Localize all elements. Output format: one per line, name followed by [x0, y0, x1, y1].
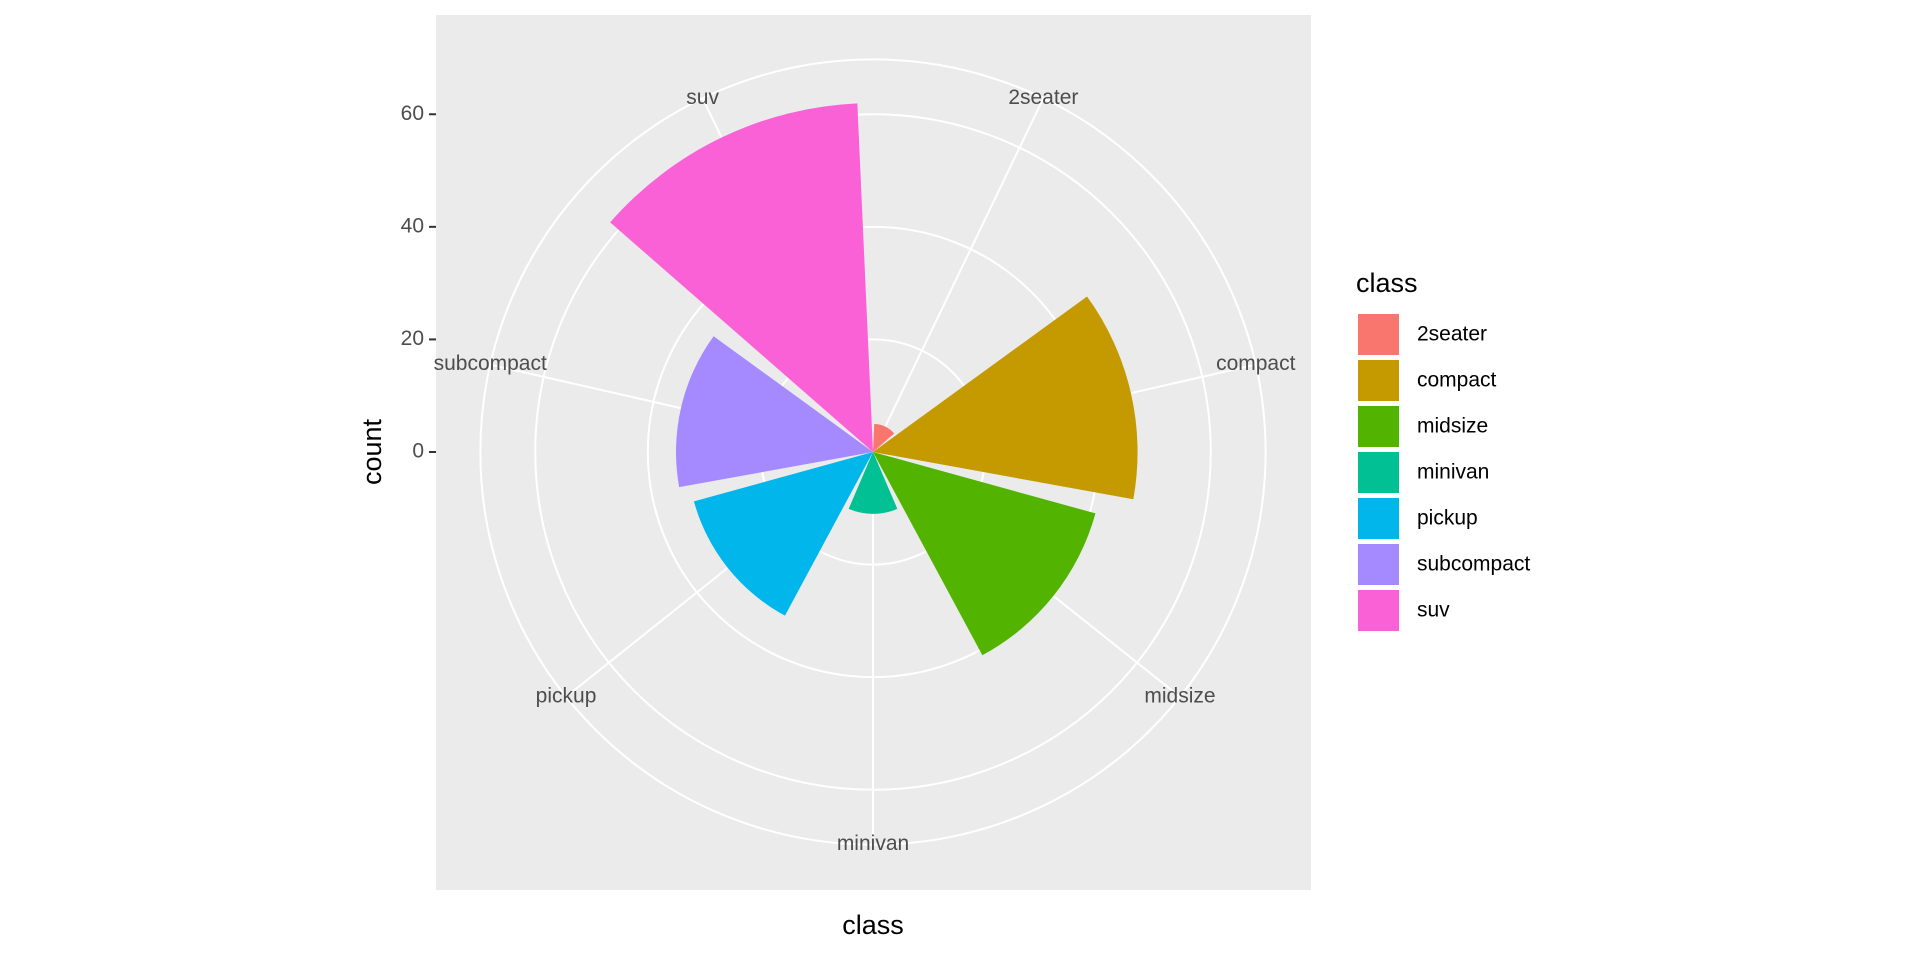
wedge — [675, 336, 873, 488]
wedge — [693, 452, 873, 616]
legend-key — [1356, 450, 1401, 495]
wedge — [873, 452, 1096, 656]
wedge — [610, 103, 873, 453]
category-label: compact — [1216, 352, 1296, 375]
legend-label: 2seater — [1417, 323, 1487, 346]
category-label: subcompact — [434, 352, 547, 375]
legend-key — [1356, 496, 1401, 541]
x-axis-title: class — [842, 910, 904, 940]
legend-title: class — [1356, 268, 1418, 298]
legend-label: compact — [1417, 369, 1497, 392]
wedge — [873, 296, 1138, 500]
legend-label: subcompact — [1417, 553, 1530, 576]
legend-label: pickup — [1417, 507, 1478, 530]
category-label: pickup — [536, 684, 597, 707]
legend-label: midsize — [1417, 415, 1488, 438]
y-tick-label: 60 — [401, 102, 424, 125]
category-label: 2seater — [1008, 86, 1078, 109]
category-label: suv — [686, 86, 719, 109]
legend-key — [1356, 542, 1401, 587]
legend-key — [1356, 588, 1401, 633]
y-axis-title: count — [357, 418, 387, 485]
y-tick-label: 40 — [401, 214, 424, 237]
category-label: minivan — [837, 832, 909, 855]
legend-label: suv — [1417, 599, 1450, 622]
category-label: midsize — [1144, 684, 1215, 707]
legend-key — [1356, 404, 1401, 449]
wedge — [873, 423, 895, 452]
legend-label: minivan — [1417, 461, 1489, 484]
wedge — [848, 452, 898, 514]
y-tick-label: 20 — [401, 327, 424, 350]
legend-key — [1356, 312, 1401, 357]
spoke — [872, 97, 1045, 453]
y-tick-label: 0 — [412, 440, 424, 463]
legend-key — [1356, 358, 1401, 403]
